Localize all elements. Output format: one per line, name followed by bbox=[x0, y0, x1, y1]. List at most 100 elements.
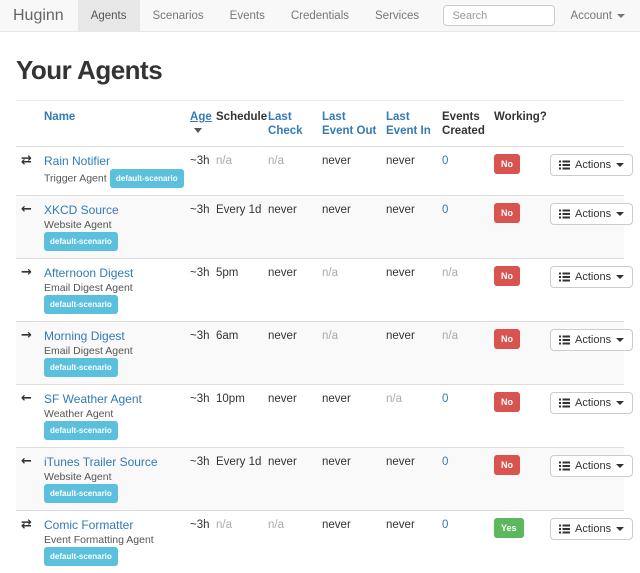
caret-down-icon bbox=[616, 401, 624, 405]
nav-item-agents[interactable]: Agents bbox=[78, 0, 140, 31]
column-header-label[interactable]: Last Check bbox=[268, 111, 303, 137]
direction-cell: → bbox=[16, 322, 44, 385]
column-header-label[interactable]: Age bbox=[190, 111, 212, 123]
agent-name-cell: Comic Formatter Event Formatting Agent de… bbox=[44, 511, 190, 573]
actions-button[interactable]: Actions bbox=[550, 329, 633, 351]
working-cell: No bbox=[494, 322, 550, 385]
actions-button[interactable]: Actions bbox=[550, 266, 633, 288]
working-cell: No bbox=[494, 385, 550, 448]
brand-logo[interactable]: Huginn bbox=[0, 0, 78, 31]
column-header-name[interactable]: Name bbox=[16, 101, 190, 147]
scenario-badge[interactable]: default-scenario bbox=[44, 232, 118, 251]
cell-value: n/a bbox=[268, 519, 284, 531]
actions-button-label: Actions bbox=[575, 397, 611, 409]
cell-value: ~3h bbox=[190, 330, 210, 342]
direction-cell: ← bbox=[16, 448, 44, 511]
cell-value: ~3h bbox=[190, 393, 210, 405]
actions-button[interactable]: Actions bbox=[550, 392, 633, 414]
last-event-in-cell: never bbox=[386, 259, 442, 322]
column-header-last-event-out[interactable]: Last Event Out bbox=[322, 101, 386, 147]
column-header-last-check[interactable]: Last Check bbox=[268, 101, 322, 147]
actions-button[interactable]: Actions bbox=[550, 455, 633, 477]
age-cell: ~3h bbox=[190, 448, 216, 511]
actions-button-label: Actions bbox=[575, 334, 611, 346]
agent-type-label: Event Formatting Agent bbox=[44, 534, 154, 546]
cell-value: never bbox=[268, 330, 297, 342]
caret-down-icon bbox=[616, 163, 624, 167]
cell-value: never bbox=[386, 204, 415, 216]
last-check-cell: n/a bbox=[268, 511, 322, 573]
cell-value: never bbox=[386, 330, 415, 342]
actions-button[interactable]: Actions bbox=[550, 203, 633, 225]
scenario-badge[interactable]: default-scenario bbox=[44, 547, 118, 566]
actions-cell: Actions bbox=[550, 147, 624, 196]
events-created-cell: 0 bbox=[442, 385, 494, 448]
last-event-in-cell: never bbox=[386, 511, 442, 573]
events-count-link[interactable]: 0 bbox=[442, 519, 448, 531]
last-event-out-cell: n/a bbox=[322, 322, 386, 385]
schedule-cell: n/a bbox=[216, 511, 268, 573]
events-count-link[interactable]: 0 bbox=[442, 204, 448, 216]
events-count-link[interactable]: 0 bbox=[442, 393, 448, 405]
agent-name-link[interactable]: XKCD Source bbox=[44, 203, 119, 217]
column-header-last-event-in[interactable]: Last Event In bbox=[386, 101, 442, 147]
scenario-badge[interactable]: default-scenario bbox=[110, 169, 184, 188]
arrow-left-icon: ← bbox=[21, 391, 32, 406]
working-badge: No bbox=[494, 392, 520, 412]
nav-item-events[interactable]: Events bbox=[217, 0, 278, 31]
agent-name-link[interactable]: Comic Formatter bbox=[44, 518, 133, 532]
cell-value: ~3h bbox=[190, 267, 210, 279]
scenario-badge[interactable]: default-scenario bbox=[44, 295, 118, 314]
nav-item-credentials[interactable]: Credentials bbox=[278, 0, 362, 31]
last-event-out-cell: never bbox=[322, 196, 386, 259]
column-header-label: Working? bbox=[494, 111, 547, 123]
caret-down-icon bbox=[616, 338, 624, 342]
agent-name-link[interactable]: Rain Notifier bbox=[44, 154, 110, 168]
working-cell: No bbox=[494, 196, 550, 259]
column-header-age[interactable]: Age bbox=[190, 101, 216, 147]
last-event-in-cell: never bbox=[386, 448, 442, 511]
events-count-link[interactable]: 0 bbox=[442, 456, 448, 468]
scenario-badge[interactable]: default-scenario bbox=[44, 358, 118, 377]
last-event-in-cell: n/a bbox=[386, 385, 442, 448]
column-header-schedule: Schedule bbox=[216, 101, 268, 147]
scenario-badge[interactable]: default-scenario bbox=[44, 421, 118, 440]
actions-cell: Actions bbox=[550, 385, 624, 448]
arrow-right-icon: → bbox=[21, 328, 32, 343]
cell-value: n/a bbox=[216, 519, 232, 531]
agent-name-link[interactable]: iTunes Trailer Source bbox=[44, 455, 158, 469]
column-header-label[interactable]: Last Event In bbox=[386, 111, 431, 137]
actions-cell: Actions bbox=[550, 196, 624, 259]
agent-name-link[interactable]: Morning Digest bbox=[44, 329, 125, 343]
scenario-badge[interactable]: default-scenario bbox=[44, 484, 118, 503]
cell-value: never bbox=[322, 456, 351, 468]
agent-name-link[interactable]: SF Weather Agent bbox=[44, 392, 142, 406]
cell-value: ~3h bbox=[190, 155, 210, 167]
nav-item-services[interactable]: Services bbox=[362, 0, 432, 31]
direction-cell: ⇄ bbox=[16, 511, 44, 573]
column-header-label[interactable]: Last Event Out bbox=[322, 111, 376, 137]
sort-desc-icon bbox=[194, 128, 202, 133]
account-dropdown[interactable]: Account bbox=[570, 10, 625, 22]
agent-name-link[interactable]: Afternoon Digest bbox=[44, 266, 133, 280]
last-event-out-cell: never bbox=[322, 448, 386, 511]
column-header-label[interactable]: Name bbox=[44, 111, 75, 123]
direction-cell: ← bbox=[16, 196, 44, 259]
account-label: Account bbox=[570, 10, 612, 22]
actions-button[interactable]: Actions bbox=[550, 518, 633, 540]
working-badge: No bbox=[494, 266, 520, 286]
list-icon bbox=[559, 524, 570, 534]
actions-button[interactable]: Actions bbox=[550, 154, 633, 176]
agent-type-label: Website Agent bbox=[44, 219, 112, 231]
schedule-cell: 6am bbox=[216, 322, 268, 385]
cell-value: n/a bbox=[442, 267, 458, 279]
nav-item-scenarios[interactable]: Scenarios bbox=[140, 0, 217, 31]
events-count-link[interactable]: 0 bbox=[442, 155, 448, 167]
list-icon bbox=[559, 160, 570, 170]
search-input[interactable] bbox=[443, 5, 555, 26]
